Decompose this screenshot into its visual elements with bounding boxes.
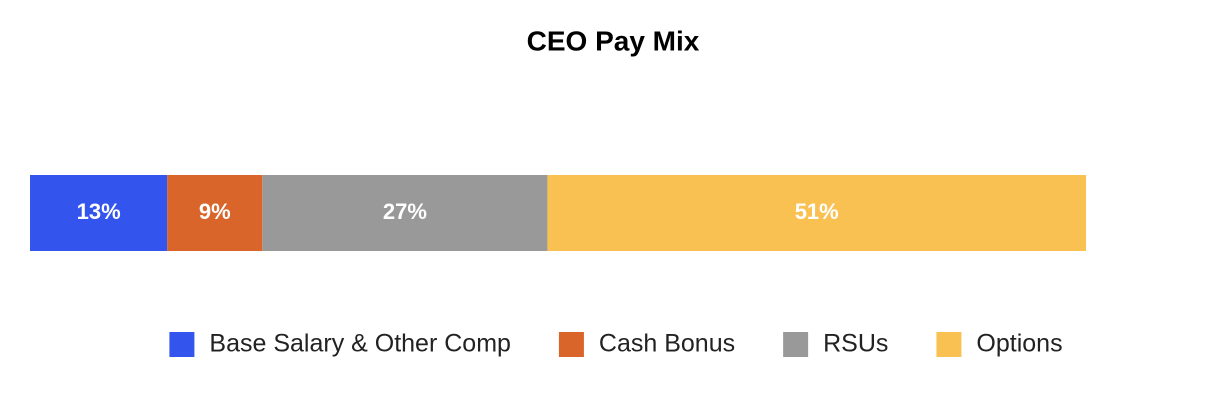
legend-label: Options (976, 330, 1062, 358)
legend-label: Cash Bonus (599, 330, 735, 358)
value-label: 51% (795, 199, 839, 224)
legend-label: RSUs (823, 330, 888, 358)
legend-swatch (936, 332, 962, 357)
legend-swatch (783, 332, 809, 357)
legend-swatch (169, 332, 195, 357)
bar-segment (547, 175, 1086, 251)
value-label: 27% (383, 199, 427, 224)
value-label: 9% (199, 199, 231, 224)
bar-segment (262, 175, 548, 251)
chart-title: CEO Pay Mix (527, 25, 700, 56)
legend-swatch (558, 332, 584, 357)
value-label: 13% (77, 199, 121, 224)
bar-segment (30, 175, 168, 251)
legend-label: Base Salary & Other Comp (209, 330, 511, 358)
bar-segment (167, 175, 263, 251)
